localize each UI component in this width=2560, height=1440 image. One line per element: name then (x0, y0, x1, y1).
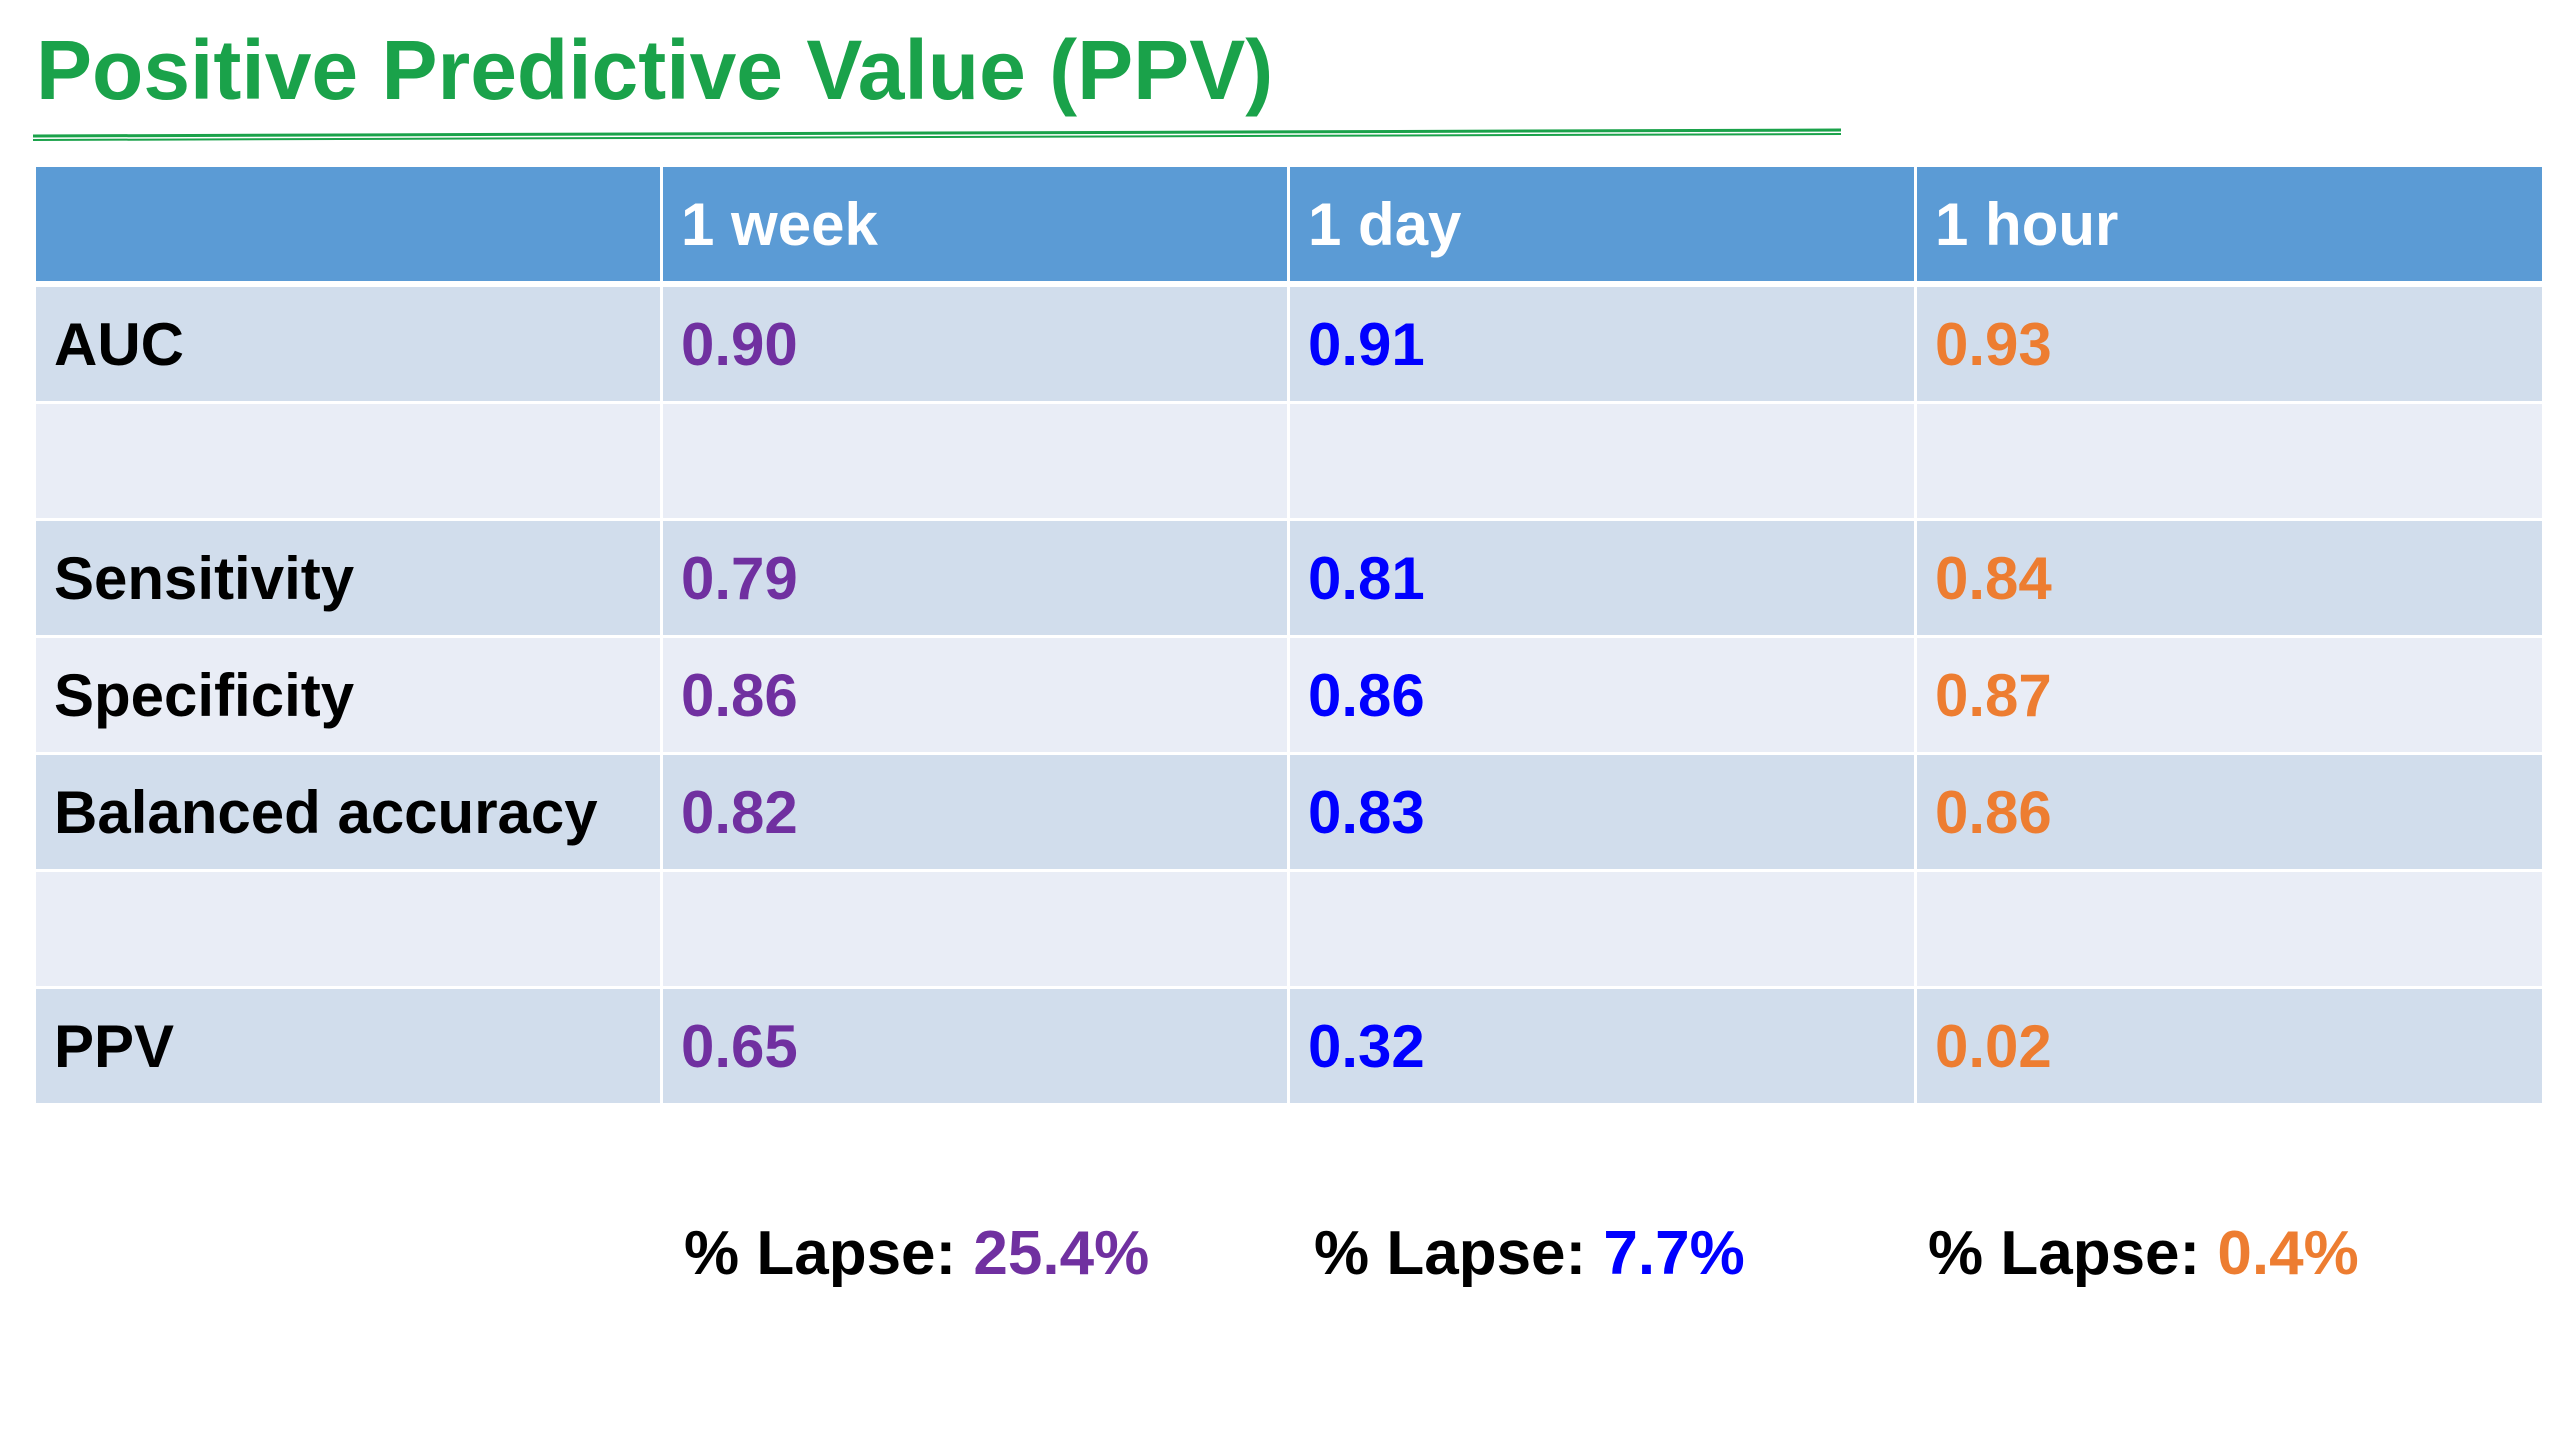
table-row-balanced-accuracy: Balanced accuracy 0.82 0.83 0.86 (33, 752, 2545, 872)
cell-value-hour: 0.84 (1914, 518, 2545, 638)
lapse-week: % Lapse: 25.4% (684, 1218, 1149, 1289)
header-cell-1-day: 1 day (1287, 164, 1917, 287)
cell-value-day (1287, 401, 1917, 521)
header-cell-1-hour: 1 hour (1914, 164, 2545, 287)
table-row-sensitivity: Sensitivity 0.79 0.81 0.84 (33, 518, 2545, 638)
row-label: Specificity (33, 635, 663, 755)
lapse-hour: % Lapse: 0.4% (1928, 1218, 2359, 1289)
lapse-label: % Lapse: (684, 1219, 974, 1288)
cell-value-day (1287, 869, 1917, 989)
cell-value-day: 0.86 (1287, 635, 1917, 755)
metrics-table: 1 week 1 day 1 hour AUC 0.90 0.91 0.93 S… (33, 164, 2545, 1106)
row-label (33, 869, 663, 989)
row-label: Balanced accuracy (33, 752, 663, 872)
page-title: Positive Predictive Value (PPV) (36, 23, 1274, 117)
table-row-spacer (33, 869, 2545, 989)
header-cell (33, 164, 663, 287)
cell-value-week: 0.86 (660, 635, 1290, 755)
lapse-value: 25.4% (973, 1219, 1150, 1288)
row-label: PPV (33, 986, 663, 1106)
row-label: AUC (33, 282, 663, 404)
table-row-spacer (33, 401, 2545, 521)
cell-value-hour: 0.86 (1914, 752, 2545, 872)
table-row-auc: AUC 0.90 0.91 0.93 (33, 282, 2545, 404)
cell-value-hour: 0.93 (1914, 282, 2545, 404)
cell-value-day: 0.81 (1287, 518, 1917, 638)
cell-value-week: 0.79 (660, 518, 1290, 638)
cell-value-day: 0.83 (1287, 752, 1917, 872)
lapse-day: % Lapse: 7.7% (1314, 1218, 1745, 1289)
header-cell-1-week: 1 week (660, 164, 1290, 287)
row-label (33, 401, 663, 521)
cell-value-day: 0.32 (1287, 986, 1917, 1106)
cell-value-week (660, 869, 1290, 989)
cell-value-hour: 0.02 (1914, 986, 2545, 1106)
lapse-value: 7.7% (1603, 1219, 1745, 1288)
row-label: Sensitivity (33, 518, 663, 638)
cell-value-week: 0.65 (660, 986, 1290, 1106)
cell-value-hour (1914, 869, 2545, 989)
cell-value-week: 0.82 (660, 752, 1290, 872)
table-row-specificity: Specificity 0.86 0.86 0.87 (33, 635, 2545, 755)
cell-value-day: 0.91 (1287, 282, 1917, 404)
table-row-ppv: PPV 0.65 0.32 0.02 (33, 986, 2545, 1106)
lapse-label: % Lapse: (1928, 1219, 2218, 1288)
table-header-row: 1 week 1 day 1 hour (33, 164, 2545, 287)
lapse-label: % Lapse: (1314, 1219, 1604, 1288)
cell-value-week (660, 401, 1290, 521)
lapse-value: 0.4% (2217, 1219, 2359, 1288)
cell-value-hour (1914, 401, 2545, 521)
cell-value-hour: 0.87 (1914, 635, 2545, 755)
cell-value-week: 0.90 (660, 282, 1290, 404)
